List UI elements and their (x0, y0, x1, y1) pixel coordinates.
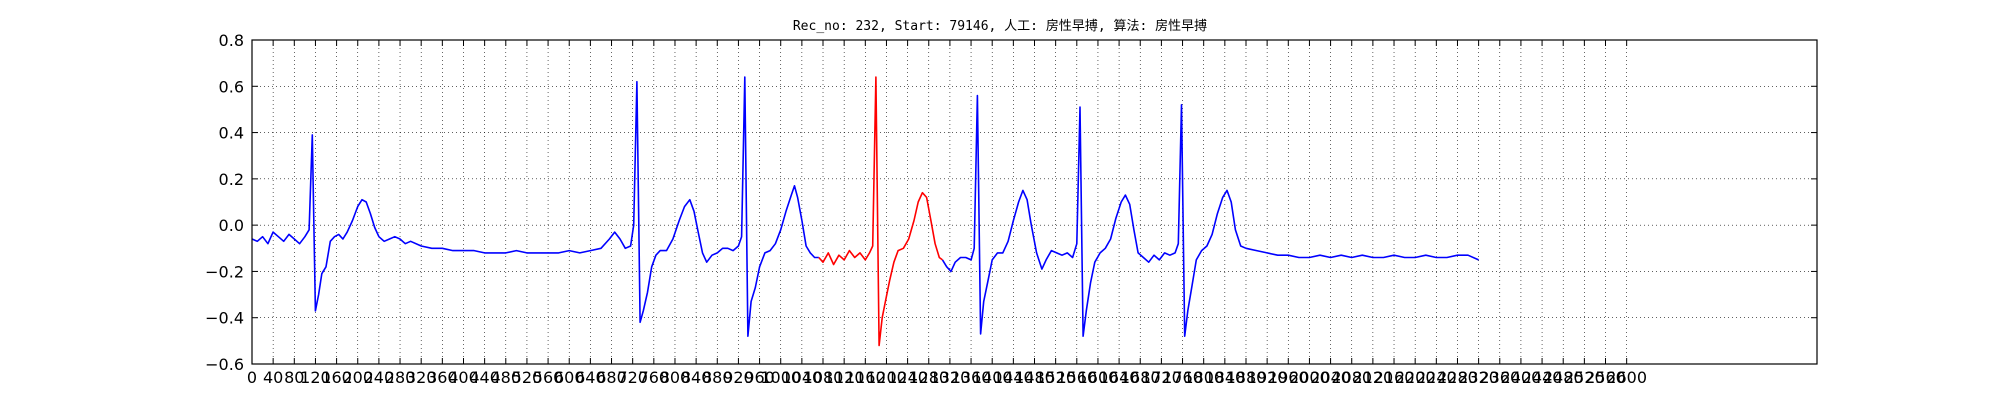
x-tick-label: 1120 (824, 368, 865, 387)
y-axis: −0.6 −0.4 −0.2 0.0 0.2 0.4 0.6 0.8 (205, 31, 1817, 374)
x-tick-label: 200 (342, 368, 373, 387)
x-tick-label: 1680 (1120, 368, 1161, 387)
x-tick-label: 280 (385, 368, 416, 387)
x-tick-label: 520 (512, 368, 543, 387)
x-tick-label: 440 (469, 368, 500, 387)
x-tick-label: 2000 (1289, 368, 1330, 387)
x-tick-label: 2240 (1416, 368, 1457, 387)
ecg-trace (251, 76, 1479, 347)
x-tick-label: 2400 (1501, 368, 1542, 387)
x-tick-label: 1920 (1247, 368, 1288, 387)
x-tick-label: 2600 (1606, 368, 1647, 387)
x-tick-label: 1840 (1204, 368, 1245, 387)
x-tick-label: 1400 (972, 368, 1013, 387)
x-tick-label: 1240 (887, 368, 928, 387)
x-tick-label: 640 (575, 368, 606, 387)
x-tick-label: 920 (723, 368, 754, 387)
x-tick-label: 2360 (1479, 368, 1520, 387)
y-tick-label: 0.0 (219, 216, 244, 235)
x-tick-label: 880 (702, 368, 733, 387)
x-tick-label: 1600 (1078, 368, 1119, 387)
x-tick-label: 2440 (1522, 368, 1563, 387)
x-tick-label: 2200 (1395, 368, 1436, 387)
x-tick-label: 480 (491, 368, 522, 387)
x-tick-label: 1560 (1056, 368, 1097, 387)
x-tick-label: 1960 (1268, 368, 1309, 387)
ecg-segment (941, 94, 1479, 337)
x-tick-label: 1080 (803, 368, 844, 387)
y-tick-label: −0.6 (205, 355, 244, 374)
x-tick-label: 2040 (1310, 368, 1351, 387)
x-tick-label: 2080 (1331, 368, 1372, 387)
y-tick-label: 0.6 (219, 77, 244, 96)
x-axis: 0 40 8012016020024028032036040044048052056… (247, 40, 1647, 387)
x-tick-label: 560 (533, 368, 564, 387)
x-tick-label: 120 (300, 368, 331, 387)
x-tick-label: 2560 (1585, 368, 1626, 387)
x-tick-label: 1040 (782, 368, 823, 387)
x-tick-label: 240 (364, 368, 395, 387)
x-tick-label: 760 (639, 368, 670, 387)
x-tick-label: 2320 (1458, 368, 1499, 387)
ecg-segment (251, 76, 819, 337)
x-tick-label: 1160 (845, 368, 886, 387)
x-tick-label: 1520 (1035, 368, 1076, 387)
x-tick-label: 1800 (1183, 368, 1224, 387)
x-tick-label: 1480 (1014, 368, 1055, 387)
x-tick-label: 600 (554, 368, 585, 387)
y-tick-label: 0.8 (219, 31, 244, 50)
y-tick-label: −0.4 (205, 309, 244, 328)
x-tick-label: 400 (448, 368, 479, 387)
x-tick-label: 40 (263, 368, 283, 387)
x-tick-label: 1200 (866, 368, 907, 387)
y-tick-label: −0.2 (205, 262, 244, 281)
x-tick-label: 2280 (1437, 368, 1478, 387)
x-tick-label: 80 (284, 368, 304, 387)
x-tick-label: 2160 (1374, 368, 1415, 387)
x-tick-label: 680 (596, 368, 627, 387)
x-tick-label: 1320 (930, 368, 971, 387)
x-tick-label: 1760 (1162, 368, 1203, 387)
x-tick-label: 2520 (1564, 368, 1605, 387)
x-tick-label: 1880 (1226, 368, 1267, 387)
x-tick-label: 1280 (908, 368, 949, 387)
x-tick-label: 800 (660, 368, 691, 387)
x-tick-label: 960 (744, 368, 775, 387)
x-tick-label: 1720 (1141, 368, 1182, 387)
x-tick-label: 840 (681, 368, 712, 387)
x-tick-label: 160 (321, 368, 352, 387)
y-tick-label: 0.2 (219, 170, 244, 189)
x-tick-label: 2120 (1353, 368, 1394, 387)
x-tick-label: 1000 (760, 368, 801, 387)
x-tick-label: 1640 (1099, 368, 1140, 387)
x-tick-label: 2480 (1543, 368, 1584, 387)
grid (252, 40, 1817, 364)
x-tick-label: 320 (406, 368, 437, 387)
x-tick-label: 720 (617, 368, 648, 387)
x-tick-label: 360 (427, 368, 458, 387)
chart-title: Rec_no: 232, Start: 79146, 人工: 房性早搏, 算法:… (793, 18, 1207, 34)
x-tick-label: 1440 (993, 368, 1034, 387)
ecg-segment (818, 76, 943, 347)
x-tick-label: 1360 (951, 368, 992, 387)
y-tick-label: 0.4 (219, 124, 244, 143)
x-tick-label: 0 (247, 368, 257, 387)
